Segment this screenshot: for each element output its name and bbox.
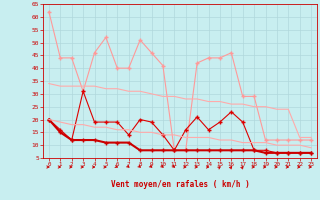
Text: Vent moyen/en rafales ( km/h ): Vent moyen/en rafales ( km/h ) (111, 180, 249, 189)
